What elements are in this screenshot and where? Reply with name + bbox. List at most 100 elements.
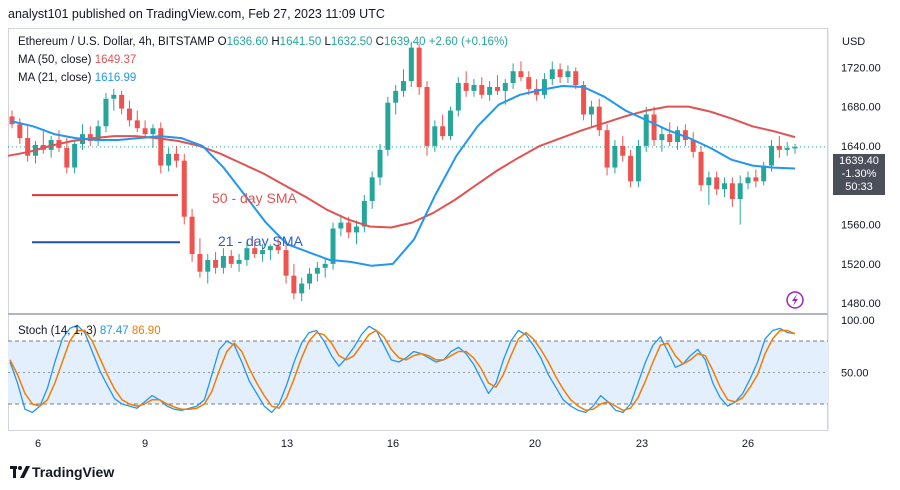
ma50-annotation-label: 50 - day SMA xyxy=(212,190,297,206)
candle-body xyxy=(385,102,391,150)
candle-body xyxy=(361,200,367,227)
candle-body xyxy=(369,177,375,201)
candle-body xyxy=(635,145,641,182)
candle-body xyxy=(220,256,226,268)
candle xyxy=(142,120,148,139)
candle-body xyxy=(314,267,320,274)
candle-body xyxy=(189,216,195,255)
candle-body xyxy=(64,147,70,168)
lightning-icon xyxy=(786,291,804,309)
candle-body xyxy=(9,116,15,125)
candle-body xyxy=(260,250,266,255)
candle xyxy=(776,136,782,158)
candle xyxy=(573,67,579,89)
high-value: 1641.50 xyxy=(279,36,322,48)
candle-body xyxy=(675,130,681,142)
candle-body xyxy=(722,183,728,190)
candle-body xyxy=(205,259,211,272)
candle xyxy=(447,106,453,141)
candle xyxy=(119,90,125,115)
candle xyxy=(275,238,281,255)
candle-body xyxy=(565,71,571,78)
low-label: L xyxy=(324,36,331,48)
tradingview-brand: TradingView xyxy=(32,464,115,480)
stoch-tick-label: 50.00 xyxy=(841,368,869,380)
candle xyxy=(361,195,367,233)
candle xyxy=(126,100,132,127)
candle-body xyxy=(228,256,234,264)
ma21-label: MA (21, close) xyxy=(18,72,92,84)
candle-body xyxy=(401,81,406,91)
candle-body xyxy=(588,106,594,115)
date-tick-label: 9 xyxy=(142,438,148,450)
candle-body xyxy=(541,79,547,95)
candle-body xyxy=(134,120,140,129)
candle xyxy=(197,238,203,278)
candle xyxy=(745,171,751,190)
candle-body xyxy=(612,145,618,168)
candle xyxy=(87,126,93,146)
candle xyxy=(518,61,524,82)
candle xyxy=(95,120,101,146)
candle-body xyxy=(753,177,759,182)
candle-body xyxy=(510,71,516,84)
candle-body xyxy=(698,151,704,186)
candle-body xyxy=(440,126,446,137)
candle xyxy=(698,145,704,192)
candle-body xyxy=(142,128,148,135)
candle-body xyxy=(690,140,696,152)
ma21-value: 1616.99 xyxy=(94,72,137,84)
candle-body xyxy=(181,160,187,217)
candle xyxy=(314,261,320,282)
candle xyxy=(260,244,266,262)
header: analyst101 published on TradingView.com,… xyxy=(0,0,900,28)
candle-body xyxy=(518,71,524,78)
candle xyxy=(479,77,485,99)
candle xyxy=(643,106,649,152)
candle-body xyxy=(197,254,203,272)
candle xyxy=(72,140,78,174)
candle-body xyxy=(643,114,649,146)
last-price-tag: 1639.40 -1.30% 50:33 xyxy=(833,154,885,195)
candle-body xyxy=(604,130,610,168)
candle xyxy=(769,140,775,172)
candle xyxy=(432,120,438,152)
stoch-k-value: 87.47 xyxy=(99,325,129,337)
open-label: O xyxy=(217,36,227,48)
candle-body xyxy=(213,259,219,268)
stoch-label: Stoch (14, 1, 3) xyxy=(18,325,97,337)
candle-body xyxy=(346,222,352,233)
date-tick-label: 23 xyxy=(636,438,648,450)
candle-body xyxy=(776,145,782,150)
ma50-label: MA (50, close) xyxy=(18,54,92,66)
candle xyxy=(166,147,172,172)
candle xyxy=(682,124,688,146)
candle-body xyxy=(252,248,258,255)
candle-body xyxy=(620,145,626,156)
candle xyxy=(494,75,500,95)
candle xyxy=(784,142,790,156)
ma21-annotation-label: 21 - day SMA xyxy=(218,233,303,249)
candle-body xyxy=(761,165,767,182)
change-value: +2.60 (+0.16%) xyxy=(428,36,509,48)
date-tick-label: 26 xyxy=(742,438,754,450)
candle xyxy=(338,214,344,237)
candle xyxy=(32,141,38,164)
candle xyxy=(549,61,555,85)
candle-body xyxy=(322,263,328,268)
candle xyxy=(291,263,297,300)
candle xyxy=(213,252,219,274)
date-tick-label: 6 xyxy=(35,438,41,450)
date-tick-label: 16 xyxy=(387,438,399,450)
candle xyxy=(620,136,626,162)
candle-body xyxy=(291,275,297,294)
candle xyxy=(79,124,85,150)
candle-body xyxy=(596,106,602,131)
last-change: -1.30% xyxy=(841,168,877,180)
price-tick-label: 1720.00 xyxy=(841,62,881,74)
candle xyxy=(267,244,273,260)
bar-countdown: 50:33 xyxy=(845,181,873,193)
candle-body xyxy=(502,83,508,91)
candle-body xyxy=(487,86,493,95)
